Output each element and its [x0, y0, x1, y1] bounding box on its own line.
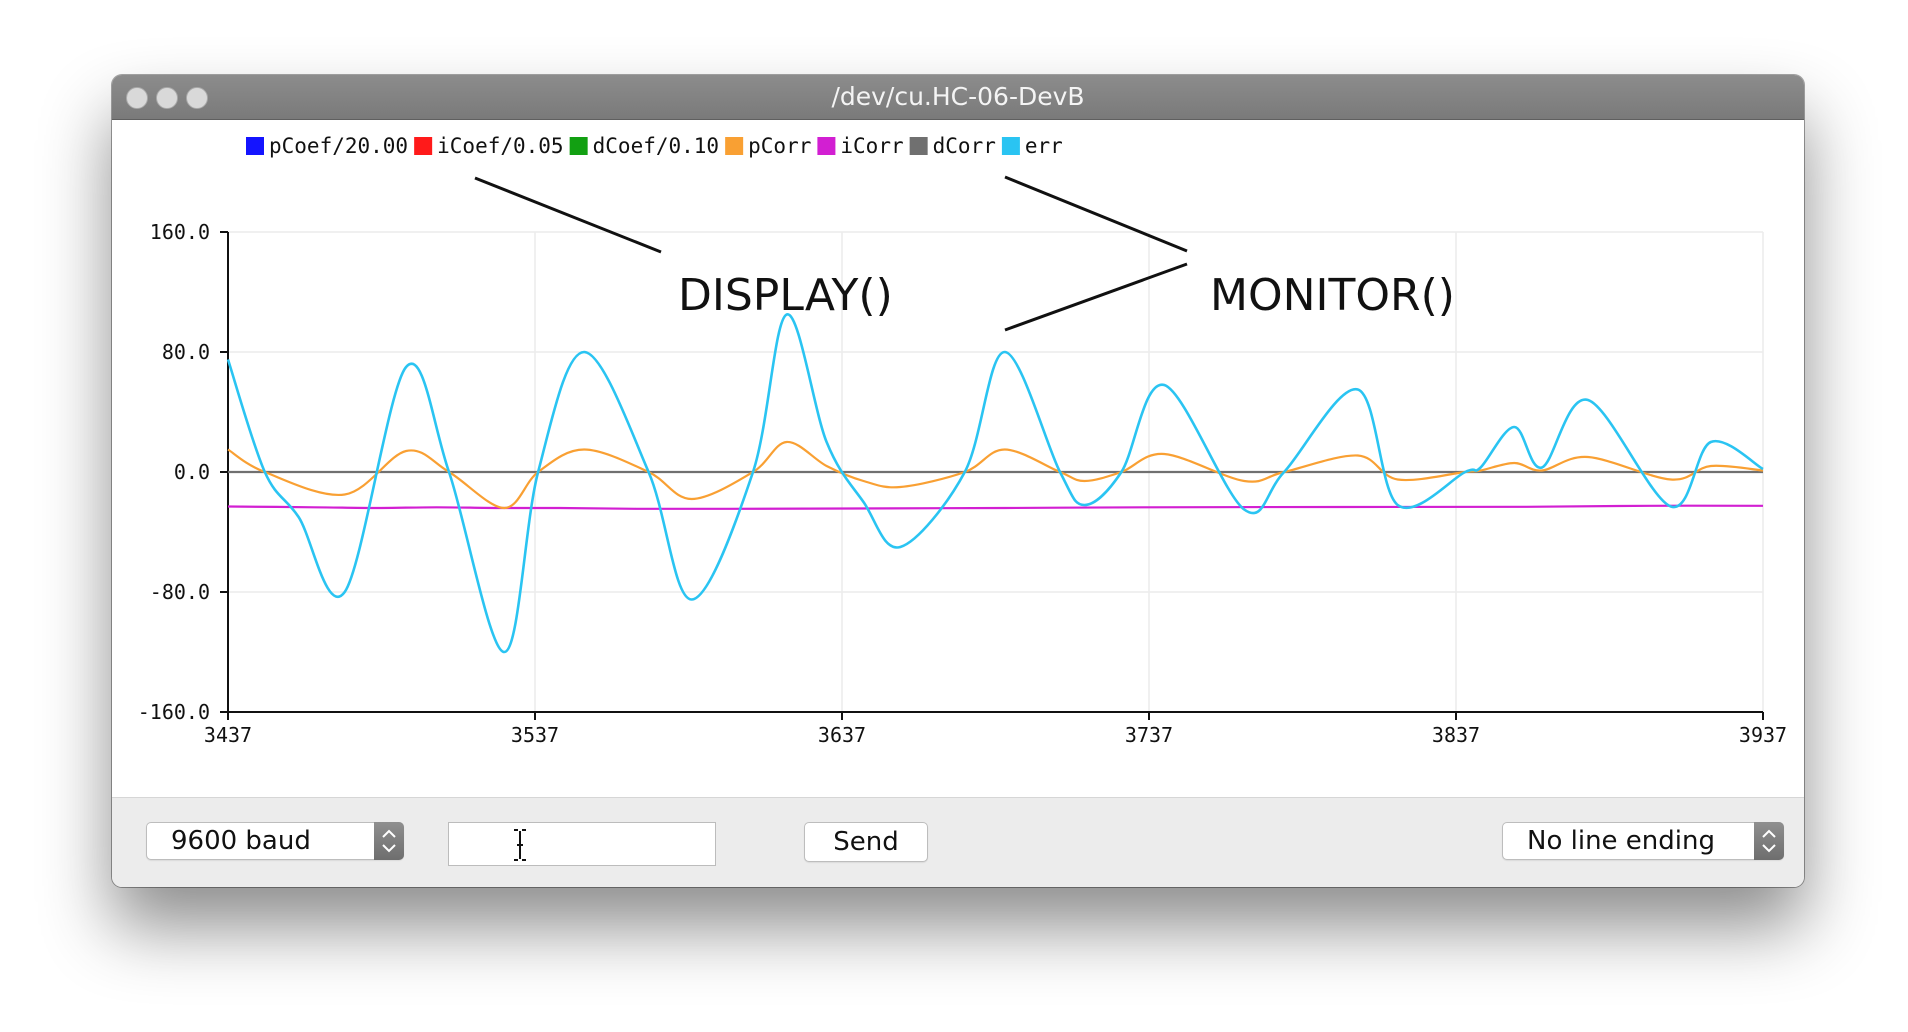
legend-item-icorr: iCorr — [817, 134, 904, 158]
up-down-chevron-icon — [382, 829, 396, 853]
control-bar: 9600 baud Send No line ending — [112, 797, 1804, 887]
text-cursor-icon — [514, 829, 526, 861]
legend-item-err: err — [1001, 134, 1063, 158]
legend-label: err — [1025, 134, 1063, 158]
legend-swatch — [909, 137, 928, 155]
x-tick-label: 3637 — [818, 723, 866, 747]
y-tick-label: 160.0 — [150, 220, 210, 244]
line-ending-select[interactable]: No line ending — [1502, 822, 1784, 860]
legend-item-icoef-0-05: iCoef/0.05 — [414, 134, 564, 158]
legend-swatch — [817, 137, 836, 155]
x-tick-label: 3837 — [1432, 723, 1480, 747]
legend-label: pCorr — [748, 134, 811, 158]
series-line-pCorr — [227, 440, 1764, 510]
series-line-iCorr — [227, 504, 1764, 510]
display-annotation: DISPLAY() — [678, 270, 893, 321]
display-callout-line — [474, 176, 662, 254]
y-tick-label: -160.0 — [138, 700, 210, 724]
baud-rate-select[interactable]: 9600 baud — [146, 822, 404, 860]
legend-swatch — [1001, 137, 1020, 155]
monitor-callout-line-lower — [1004, 262, 1188, 332]
baud-rate-value: 9600 baud — [171, 826, 311, 856]
title-bar[interactable]: /dev/cu.HC-06-DevB — [112, 75, 1804, 120]
legend-label: dCoef/0.10 — [593, 134, 719, 158]
x-tick-label: 3537 — [511, 723, 559, 747]
legend-label: iCorr — [840, 134, 903, 158]
serial-plotter-window: /dev/cu.HC-06-DevB 160.0 80.0 0.0 -80.0 -160… — [112, 75, 1804, 887]
plot-area: 160.0 80.0 0.0 -80.0 -160.0 3437 3537 3637 3737 3… — [112, 120, 1804, 797]
line-ending-value: No line ending — [1527, 826, 1715, 856]
x-tick-label: 3437 — [204, 723, 252, 747]
x-tick-label: 3937 — [1739, 723, 1787, 747]
monitor-callout-line-upper — [1004, 175, 1188, 253]
legend-swatch — [246, 137, 264, 155]
legend-item-dcoef-0-10: dCoef/0.10 — [569, 134, 719, 158]
legend-label: pCoef/20.00 — [269, 134, 408, 158]
legend-swatch — [725, 137, 744, 155]
series-line-err — [226, 313, 1764, 654]
monitor-annotation: MONITOR() — [1210, 270, 1455, 321]
legend-label: dCorr — [933, 134, 996, 158]
serial-input-field[interactable] — [448, 822, 716, 866]
x-tick-label: 3737 — [1125, 723, 1173, 747]
y-tick-label: -80.0 — [150, 580, 210, 604]
legend-swatch — [569, 137, 588, 155]
window-title: /dev/cu.HC-06-DevB — [831, 82, 1085, 111]
legend-item-pcorr: pCorr — [725, 134, 811, 158]
minimize-window-icon[interactable] — [156, 87, 178, 109]
line-ending-stepper[interactable] — [1754, 822, 1784, 860]
baud-rate-stepper[interactable] — [374, 822, 404, 860]
close-window-icon[interactable] — [126, 87, 148, 109]
y-tick-label: 80.0 — [162, 340, 210, 364]
send-button[interactable]: Send — [804, 822, 928, 862]
legend-item-dcorr: dCorr — [909, 134, 996, 158]
legend-item-pcoef-20-00: pCoef/20.00 — [246, 134, 408, 158]
zoom-window-icon[interactable] — [186, 87, 208, 109]
legend-swatch — [414, 137, 433, 155]
y-tick-label: 0.0 — [174, 460, 210, 484]
up-down-chevron-icon — [1762, 829, 1776, 853]
legend-label: iCoef/0.05 — [437, 134, 563, 158]
